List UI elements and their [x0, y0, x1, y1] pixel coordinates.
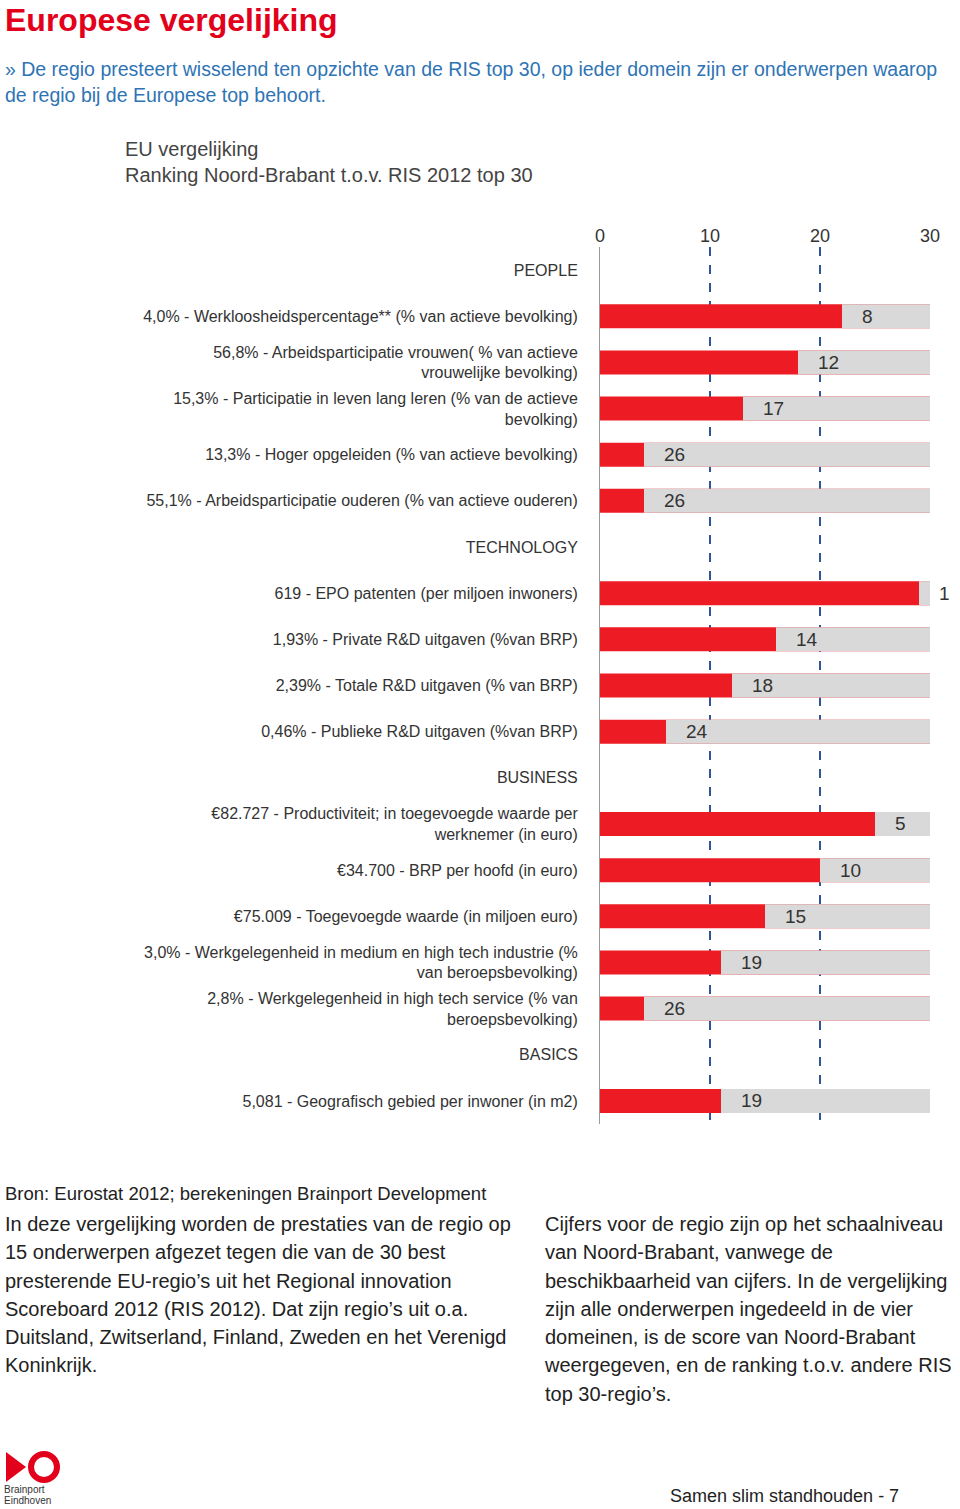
svg-text:30: 30 — [920, 226, 940, 246]
svg-text:20: 20 — [810, 226, 830, 246]
svg-text:15,3% - Participatie in leven: 15,3% - Participatie in leven lang leren… — [173, 390, 578, 428]
svg-text:15: 15 — [785, 906, 806, 927]
svg-text:619 - EPO patenten (per miljoe: 619 - EPO patenten (per miljoen inwoners… — [275, 585, 578, 602]
svg-text:3,0% - Werkgelegenheid in medi: 3,0% - Werkgelegenheid in medium en high… — [144, 944, 578, 982]
svg-text:17: 17 — [763, 398, 784, 419]
svg-text:PEOPLE: PEOPLE — [514, 262, 578, 279]
svg-text:10: 10 — [840, 860, 861, 881]
svg-text:18: 18 — [752, 675, 773, 696]
svg-text:19: 19 — [741, 952, 762, 973]
svg-text:5: 5 — [895, 813, 906, 834]
svg-text:5,081 - Geografisch gebied per: 5,081 - Geografisch gebied per inwoner (… — [243, 1093, 578, 1110]
html-text:» De regio presteert wisselend: » De regio presteert wisselend ten opzic… — [5, 58, 938, 106]
svg-text:€82.727 - Productiviteit; in t: €82.727 - Productiviteit; in toegevoegde… — [211, 805, 578, 843]
html-text:Eindhoven: Eindhoven — [4, 1495, 52, 1506]
svg-text:2,8% - Werkgelegenheid in high: 2,8% - Werkgelegenheid in high tech serv… — [207, 990, 578, 1028]
svg-text:13,3% - Hoger opgeleiden (% va: 13,3% - Hoger opgeleiden (% van actieve … — [205, 446, 578, 463]
svg-text:12: 12 — [818, 352, 839, 373]
svg-text:8: 8 — [862, 306, 873, 327]
html-text:In deze vergelijking worden de: In deze vergelijking worden de prestatie… — [5, 1213, 511, 1377]
svg-text:BASICS: BASICS — [519, 1046, 578, 1063]
svg-text:26: 26 — [664, 998, 685, 1019]
svg-text:0: 0 — [595, 226, 605, 246]
svg-text:1,93% - Private R&D uitgaven (: 1,93% - Private R&D uitgaven (%van BRP) — [273, 631, 578, 648]
svg-text:10: 10 — [700, 226, 720, 246]
svg-text:2,39% - Totale R&D uitgaven (%: 2,39% - Totale R&D uitgaven (% van BRP) — [276, 677, 578, 694]
svg-text:19: 19 — [741, 1090, 762, 1111]
svg-text:55,1% - Arbeidsparticipatie ou: 55,1% - Arbeidsparticipatie ouderen (% v… — [146, 492, 577, 509]
svg-text:€34.700 - BRP per hoofd (in eu: €34.700 - BRP per hoofd (in euro) — [337, 862, 578, 879]
svg-text:0,46% - Publieke R&D uitgaven: 0,46% - Publieke R&D uitgaven (%van BRP) — [261, 723, 578, 740]
svg-text:14: 14 — [796, 629, 818, 650]
svg-text:BUSINESS: BUSINESS — [497, 769, 578, 786]
svg-text:TECHNOLOGY: TECHNOLOGY — [466, 539, 578, 556]
svg-text:1: 1 — [939, 583, 950, 604]
html-text:Brainport: Brainport — [4, 1484, 45, 1495]
html-text:Cijfers voor de regio zijn op: Cijfers voor de regio zijn op het schaal… — [545, 1213, 952, 1405]
svg-text:26: 26 — [664, 490, 685, 511]
html-text:Samen slim standhouden - 7: Samen slim standhouden - 7 — [670, 1486, 900, 1506]
svg-text:4,0% - Werkloosheidspercentage: 4,0% - Werkloosheidspercentage** (% van … — [143, 308, 578, 325]
html-text:Bron: Eurostat 2012; berekenin: Bron: Eurostat 2012; berekeningen Brainp… — [5, 1183, 487, 1204]
svg-text:24: 24 — [686, 721, 708, 742]
svg-text:26: 26 — [664, 444, 685, 465]
svg-text:EU vergelijkingRanking Noord-B: EU vergelijkingRanking Noord-Brabant t.o… — [125, 138, 533, 186]
svg-text:€75.009 - Toegevoegde waarde (: €75.009 - Toegevoegde waarde (in miljoen… — [234, 908, 578, 925]
html-text:Europese vergelijking: Europese vergelijking — [5, 2, 338, 38]
svg-text:56,8% - Arbeidsparticipatie vr: 56,8% - Arbeidsparticipatie vrouwen( % v… — [213, 344, 578, 382]
